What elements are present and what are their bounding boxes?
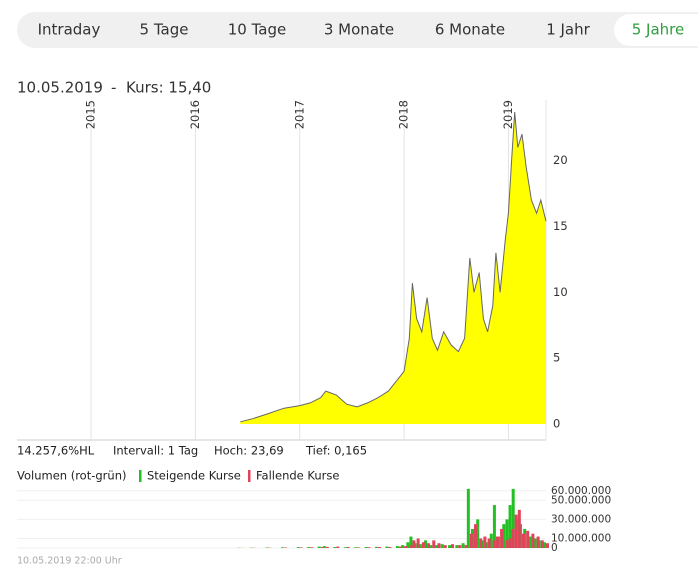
legend-label: Steigende Kurse (147, 469, 241, 483)
y-tick-label: 15 (553, 219, 568, 233)
volume-bar (474, 524, 477, 548)
tab[interactable]: 10 Tage (228, 21, 286, 39)
volume-bar (537, 537, 540, 548)
volume-bar (388, 547, 391, 548)
stat: Intervall: 1 Tag (113, 444, 198, 458)
volume-bar (465, 545, 468, 548)
volume-bar (368, 547, 371, 548)
volume-bar (412, 540, 415, 548)
volume-bar (493, 540, 496, 548)
tab[interactable]: 5 Tage (140, 21, 189, 39)
volume-bar (518, 510, 521, 548)
price-area (240, 112, 546, 424)
y-tick-label: 60.000.000 (551, 485, 611, 497)
volume-bar (375, 547, 378, 548)
volume-bar (455, 545, 458, 548)
volume-bar (326, 547, 329, 548)
volume-bar (496, 537, 499, 548)
header-date: 10.05.2019 (17, 79, 103, 97)
volume-bar (541, 540, 544, 548)
y-tick-label: 5 (553, 351, 560, 365)
volume-bar (470, 534, 473, 548)
volume-bar (417, 538, 420, 548)
y-tick-label: 20 (553, 153, 568, 167)
volume-bar (297, 547, 300, 548)
volume-bar (432, 540, 435, 548)
volume-bar (318, 547, 321, 548)
volume-bar (321, 547, 324, 548)
volume-bar (385, 547, 388, 548)
footer-time: 10.05.2019 22:00 Uhr (17, 556, 122, 567)
y-tick-label: 30.000.000 (551, 513, 611, 525)
volume-bar (458, 545, 461, 548)
x-tick-label: 2018 (397, 100, 411, 129)
volume-bar (310, 547, 313, 548)
header-price: Kurs: 15,40 (126, 79, 211, 97)
stat: Hoch: 23,69 (214, 444, 284, 458)
volume-bar (444, 545, 447, 548)
volume-title: Volumen (rot-grün) (17, 469, 126, 483)
volume-bar (399, 547, 402, 548)
volume-bar (378, 547, 381, 548)
volume-bar (512, 529, 515, 548)
volume-bar (344, 547, 347, 548)
volume-bar (448, 545, 451, 548)
volume-bar (505, 540, 508, 548)
header-separator: - (111, 79, 116, 97)
volume-bar (437, 543, 440, 548)
tab[interactable]: Intraday (38, 21, 101, 39)
tab[interactable]: 1 Jahr (546, 21, 590, 39)
volume-bar (441, 544, 444, 548)
tab[interactable]: 3 Monate (324, 21, 394, 39)
volume-bar (462, 543, 465, 548)
volume-bar (479, 538, 482, 548)
x-tick-label: 2015 (84, 100, 98, 129)
volume-bar (515, 515, 518, 548)
volume-bar (404, 546, 407, 548)
y-tick-label: 0 (553, 417, 560, 431)
volume-bar (281, 547, 284, 548)
volume-bar (422, 542, 425, 548)
volume-bar (427, 543, 430, 548)
stat: 14.257,6%HL (17, 444, 95, 458)
stat: Tief: 0,165 (305, 444, 367, 458)
legend-swatch (139, 470, 142, 482)
x-tick-label: 2019 (501, 100, 515, 129)
volume-bar (500, 529, 503, 548)
volume-bar (357, 547, 360, 548)
legend-label: Fallende Kurse (256, 469, 339, 483)
volume-bar (336, 547, 339, 548)
volume-bar (347, 547, 350, 548)
volume-bar (526, 531, 529, 548)
volume-bar (409, 545, 412, 548)
volume-bar (467, 489, 470, 548)
volume-bar (333, 547, 336, 548)
x-tick-label: 2016 (188, 100, 202, 129)
volume-bar (531, 534, 534, 548)
volume-bar (365, 547, 368, 548)
tab[interactable]: 6 Monate (435, 21, 505, 39)
volume-bar (483, 537, 486, 548)
volume-bar (307, 547, 310, 548)
tab[interactable]: 5 Jahre (632, 21, 685, 39)
volume-bar (354, 547, 357, 548)
x-tick-label: 2017 (292, 100, 306, 129)
volume-bar (522, 534, 525, 548)
volume-bar (488, 538, 491, 548)
volume-bar (451, 544, 454, 548)
legend-swatch (248, 470, 251, 482)
volume-bar (546, 543, 549, 548)
y-tick-label: 10 (553, 285, 568, 299)
volume-bar (508, 538, 511, 548)
volume-bar (396, 546, 399, 548)
volume-bar (300, 547, 303, 548)
y-tick-label: 10.000.000 (551, 532, 611, 544)
